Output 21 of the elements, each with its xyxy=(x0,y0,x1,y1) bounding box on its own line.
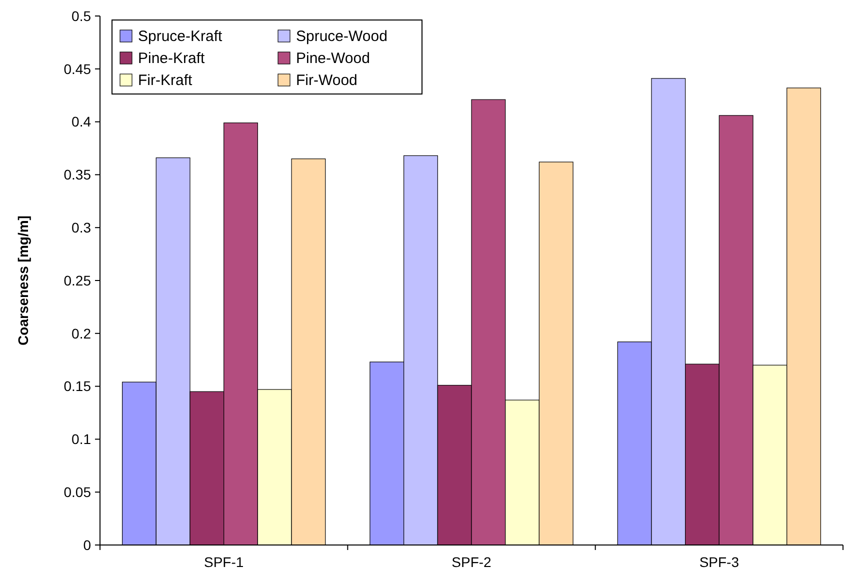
y-tick-label: 0.2 xyxy=(72,325,92,342)
y-tick-label: 0.15 xyxy=(64,378,92,394)
y-tick-label: 0.5 xyxy=(72,8,92,24)
y-tick-label: 0.1 xyxy=(72,431,92,448)
legend-label: Pine-Kraft xyxy=(138,50,206,67)
x-tick-label: SPF-1 xyxy=(204,554,244,570)
y-tick-label: 0.4 xyxy=(72,114,92,130)
legend-label: Fir-Kraft xyxy=(138,72,193,89)
y-tick-label: 0.05 xyxy=(64,484,92,500)
legend-label: Pine-Wood xyxy=(296,50,370,67)
y-tick-label: 0.35 xyxy=(64,166,92,183)
x-tick-label: SPF-3 xyxy=(699,554,740,570)
y-tick-label: 0 xyxy=(83,536,92,553)
y-tick-label: 0.3 xyxy=(72,220,92,236)
legend-label: Spruce-Kraft xyxy=(138,28,224,45)
legend-label: Fir-Wood xyxy=(296,72,358,89)
y-axis-title: Coarseness [mg/m] xyxy=(15,216,31,346)
x-tick-label: SPF-2 xyxy=(452,554,492,570)
y-tick-label: 0.25 xyxy=(64,272,92,288)
y-tick-label: 0.45 xyxy=(64,60,92,77)
legend-label: Spruce-Wood xyxy=(296,28,388,45)
